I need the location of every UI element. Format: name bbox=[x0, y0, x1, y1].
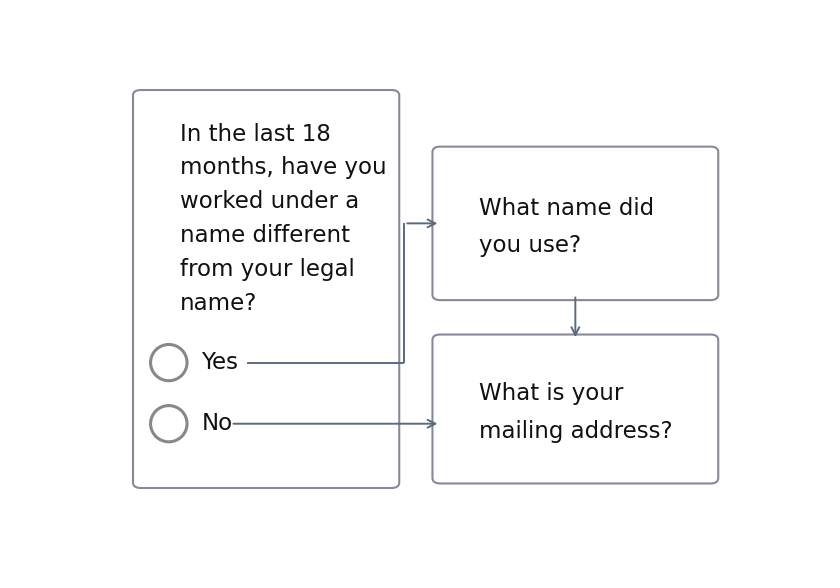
Text: Yes: Yes bbox=[202, 351, 239, 374]
FancyBboxPatch shape bbox=[133, 90, 399, 488]
Ellipse shape bbox=[150, 406, 187, 442]
FancyBboxPatch shape bbox=[433, 146, 718, 300]
Text: What name did
you use?: What name did you use? bbox=[480, 196, 654, 257]
Text: No: No bbox=[202, 412, 233, 435]
Text: In the last 18
months, have you
worked under a
name different
from your legal
na: In the last 18 months, have you worked u… bbox=[180, 123, 386, 315]
Ellipse shape bbox=[150, 345, 187, 380]
FancyBboxPatch shape bbox=[433, 335, 718, 483]
Text: What is your
mailing address?: What is your mailing address? bbox=[480, 382, 673, 443]
